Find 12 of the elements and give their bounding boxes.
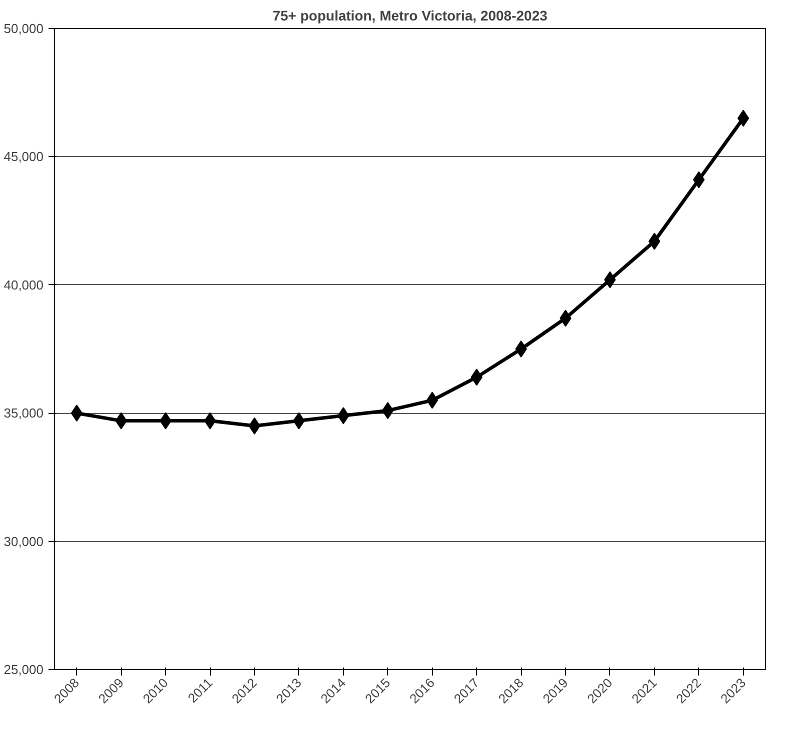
- point: [382, 402, 394, 420]
- y-tick-label: 45,000: [4, 149, 44, 164]
- y-tick-label: 35,000: [4, 406, 44, 421]
- point: [737, 110, 750, 127]
- point: [70, 404, 83, 422]
- chart-title: 75+ population, Metro Victoria, 2008-2023: [272, 8, 548, 24]
- y-tick-label: 50,000: [4, 21, 44, 36]
- point: [426, 392, 438, 409]
- y-tick-label: 25,000: [4, 662, 44, 677]
- point: [515, 340, 527, 358]
- y-tick-label: 30,000: [4, 534, 44, 549]
- y-tick-label: 40,000: [4, 277, 44, 292]
